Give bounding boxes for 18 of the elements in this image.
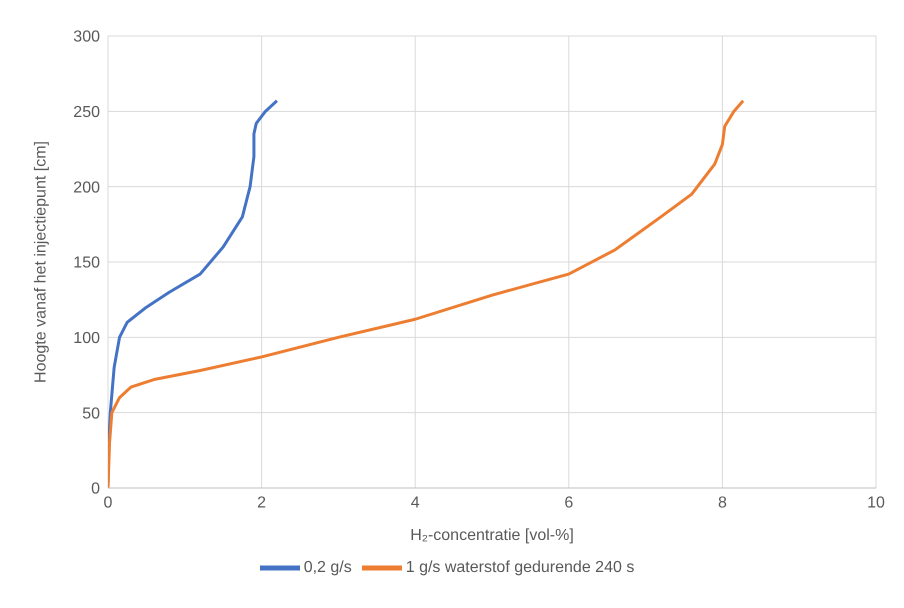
y-tick-label: 300	[73, 28, 100, 46]
y-axis-title: Hoogte vanaf het injectiepunt [cm]	[32, 141, 50, 383]
line-series	[108, 99, 745, 488]
x-tick-label: 0	[104, 494, 113, 512]
legend-label: 1 g/s waterstof gedurende 240 s	[406, 559, 634, 576]
x-tick-label: 6	[564, 494, 574, 512]
y-tick-label: 50	[82, 405, 100, 422]
x-tick-label: 4	[410, 494, 420, 512]
x-axis-title: H₂-concentratie [vol-%]	[410, 527, 574, 544]
legend-label: 0,2 g/s	[304, 559, 352, 576]
y-tick-label: 150	[73, 254, 100, 272]
y-tick-label: 0	[91, 480, 100, 498]
x-tick-label: 10	[867, 494, 885, 512]
x-tick-label: 2	[257, 494, 266, 512]
y-tick-label: 100	[73, 330, 100, 348]
x-tick-label: 8	[718, 494, 727, 512]
y-tick-label: 200	[73, 179, 100, 196]
y-tick-label: 250	[73, 104, 100, 122]
